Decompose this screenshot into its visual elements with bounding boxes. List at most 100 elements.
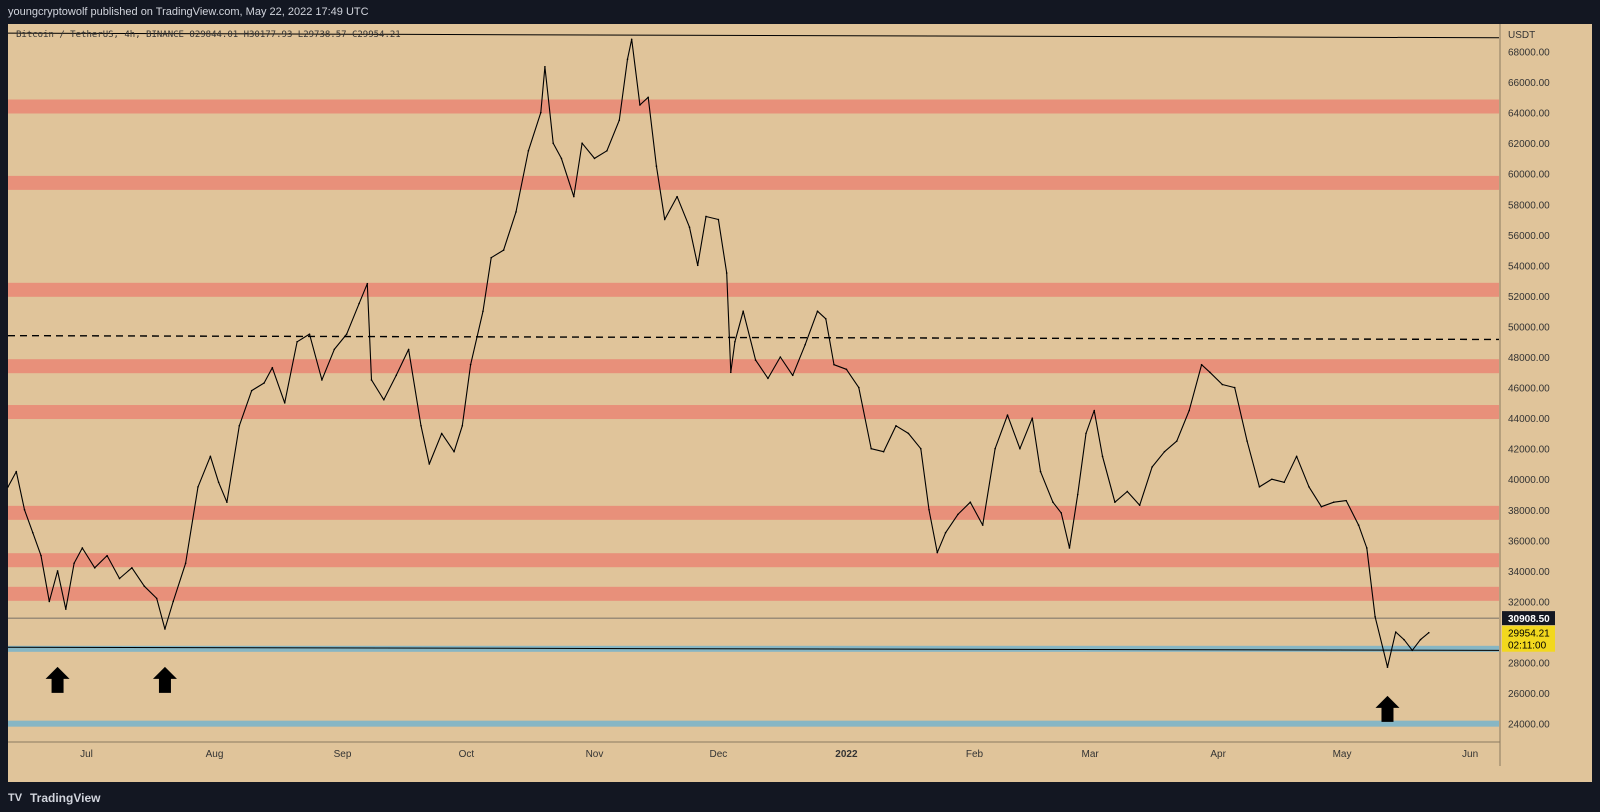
price-point (1093, 409, 1096, 412)
price-point (490, 256, 493, 259)
resistance-zone[interactable] (8, 505, 1499, 520)
publisher-bar: youngcryptowolf published on TradingView… (0, 0, 1600, 24)
resistance-zone[interactable] (8, 586, 1499, 601)
price-point (502, 249, 505, 251)
resistance-zone[interactable] (8, 99, 1499, 114)
trendline[interactable] (7, 32, 1500, 39)
price-point (440, 432, 443, 435)
price-point (606, 149, 608, 152)
price-point (696, 264, 699, 267)
x-tick-label: Aug (206, 749, 224, 760)
price-point (333, 348, 336, 351)
price-point (779, 356, 782, 358)
last-level-value: 30908.50 (1508, 614, 1550, 625)
price-point (824, 318, 827, 320)
price-point (882, 450, 885, 453)
x-tick-label: Oct (459, 749, 475, 760)
price-point (1060, 512, 1062, 514)
y-tick-label: 26000.00 (1508, 689, 1550, 700)
price-point (469, 363, 472, 366)
y-tick-label: 38000.00 (1508, 506, 1550, 517)
price-point (895, 424, 897, 427)
y-tick-label: 62000.00 (1508, 139, 1550, 150)
price-point (1209, 371, 1211, 374)
price-point (833, 363, 835, 366)
price-point (131, 567, 133, 569)
x-tick-label: Mar (1081, 749, 1099, 760)
price-point (639, 104, 641, 106)
y-tick-label: 60000.00 (1508, 170, 1550, 181)
y-tick-label: 34000.00 (1508, 567, 1550, 578)
price-point (1308, 486, 1310, 488)
price-point (358, 302, 360, 305)
price-point (1258, 486, 1261, 488)
price-point (994, 447, 996, 450)
price-point (155, 597, 158, 600)
price-point (552, 142, 554, 144)
price-point (7, 486, 9, 488)
price-point (1151, 466, 1153, 468)
x-tick-label: 2022 (835, 749, 858, 760)
y-tick-label: 56000.00 (1508, 231, 1550, 242)
y-tick-label: 52000.00 (1508, 292, 1550, 303)
x-tick-label: Jul (80, 749, 93, 760)
trendline[interactable] (7, 646, 1500, 651)
x-tick-label: Apr (1210, 749, 1226, 760)
price-point (263, 382, 265, 384)
resistance-zone[interactable] (8, 359, 1499, 374)
price-point (23, 508, 26, 511)
tradingview-logo-icon: TV (8, 792, 23, 804)
y-tick-label: 58000.00 (1508, 200, 1550, 211)
price-point (919, 447, 922, 450)
price-point (734, 340, 736, 343)
price-point (870, 447, 873, 450)
price-point (593, 157, 596, 160)
price-point (742, 310, 744, 313)
price-point (663, 218, 666, 221)
price-point (172, 600, 175, 603)
price-point (1126, 490, 1129, 493)
resistance-zone[interactable] (8, 175, 1499, 190)
y-tick-label: 46000.00 (1508, 384, 1550, 395)
price-point (560, 157, 563, 160)
price-point (630, 38, 633, 41)
price-point (729, 371, 732, 374)
price-point (370, 379, 373, 381)
price-point (1068, 547, 1071, 549)
resistance-zone[interactable] (8, 405, 1499, 420)
up-arrow-icon (1375, 695, 1400, 722)
price-point (283, 402, 286, 404)
price-point (1411, 649, 1414, 652)
price-point (209, 455, 212, 458)
countdown-timer: 02:11:00 (1508, 641, 1547, 652)
price-point (31, 531, 34, 534)
price-point (527, 149, 530, 152)
support-zone[interactable] (8, 720, 1499, 727)
dashed-level-line[interactable] (7, 334, 1500, 341)
x-tick-label: May (1333, 749, 1352, 760)
plot-area[interactable] (8, 24, 1499, 742)
price-point (296, 340, 298, 343)
price-point (705, 215, 707, 218)
price-point (1031, 417, 1034, 419)
y-tick-label: 24000.00 (1508, 720, 1550, 731)
price-point (957, 513, 959, 516)
price-point (308, 333, 311, 335)
price-point (969, 501, 972, 503)
price-point (65, 608, 67, 610)
price-point (250, 389, 253, 392)
y-tick-label: 64000.00 (1508, 109, 1550, 120)
price-point (618, 119, 621, 122)
price-chart[interactable]: 68000.00 66000.00 64000.00 62000.00 60000.00… (0, 0, 1600, 786)
price-point (544, 65, 546, 68)
y-tick-label: 42000.00 (1508, 445, 1550, 456)
x-tick-label: Sep (334, 749, 352, 760)
price-point (383, 399, 385, 401)
price-point (1271, 478, 1273, 481)
price-point (1345, 499, 1347, 502)
resistance-zone[interactable] (8, 553, 1499, 568)
price-point (345, 333, 348, 335)
price-point (217, 481, 220, 484)
resistance-zone[interactable] (8, 282, 1499, 297)
symbol-name: Bitcoin / TetherUS, 4h, BINANCE (16, 30, 184, 40)
